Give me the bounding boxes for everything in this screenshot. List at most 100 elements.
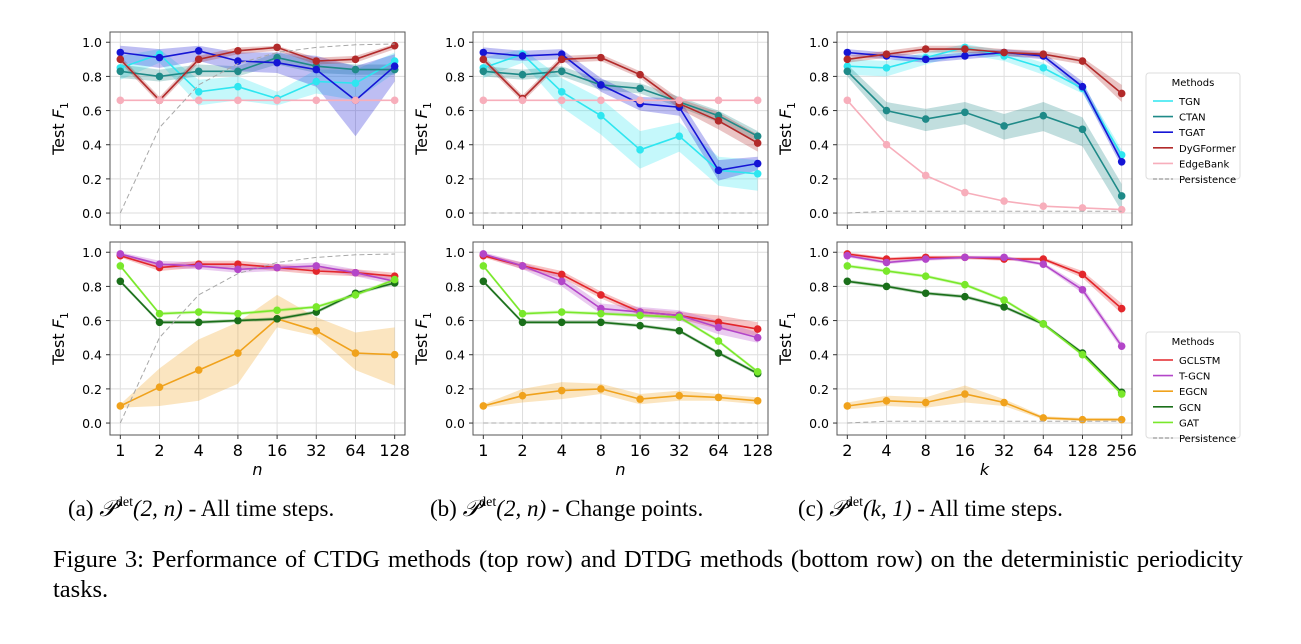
- data-point-gcn: [518, 318, 527, 327]
- band-tgat: [483, 47, 758, 181]
- data-point-t-gcn: [312, 262, 321, 270]
- figure-panels: 0.0 0.2 0.4 0.6 0.8 1.0 Test F1 0.0 0.2 0.4 0.6 0.8…: [49, 31, 1241, 479]
- data-point-gcn: [557, 318, 566, 327]
- y-tick-label: 0.4: [809, 348, 829, 363]
- series-line-dygformer: [119, 44, 395, 102]
- x-tick-label: 2: [154, 441, 164, 460]
- series-line-gclstm: [847, 253, 1123, 310]
- legend-title: Methods: [1172, 78, 1215, 89]
- x-tick-label: 2: [517, 441, 527, 460]
- data-point-gat: [843, 262, 852, 270]
- data-point-gcn: [636, 321, 644, 330]
- data-point-egcn: [312, 327, 321, 335]
- data-point-dygformer: [116, 55, 125, 64]
- x-tick-label: 4: [194, 441, 204, 460]
- subcaption-c-label: (c): [798, 496, 824, 521]
- data-point-gcn: [116, 277, 125, 286]
- panel-a-top: 0.0 0.2 0.4 0.6 0.8 1.0 Test F1: [49, 31, 406, 229]
- data-point-gat: [675, 313, 684, 321]
- data-point-gat: [961, 280, 969, 289]
- data-point-ctan: [843, 67, 852, 76]
- figure-caption: Figure 3: Performance of CTDG methods (t…: [53, 546, 1243, 603]
- y-tick-label: 0.8: [82, 279, 102, 294]
- data-point-egcn: [234, 349, 242, 357]
- x-tick-label: 8: [596, 441, 606, 460]
- data-point-t-gcn: [234, 265, 242, 274]
- data-point-tgat: [518, 52, 527, 60]
- data-point-egcn: [518, 391, 527, 400]
- panel-c-bottom: 0.0 0.2 0.4 0.6 0.8 1.0 2 4 8 16 32 64 128 256 Test F1…: [776, 241, 1137, 479]
- data-point-egcn: [882, 397, 891, 405]
- data-point-tgn: [312, 77, 321, 86]
- panel-c-top: 0.0 0.2 0.4 0.6 0.8 1.0 Test F1: [776, 31, 1133, 229]
- data-point-dygformer: [753, 139, 762, 147]
- data-point-dygformer: [194, 55, 203, 64]
- data-point-ctan: [155, 72, 164, 81]
- data-point-gat: [273, 306, 281, 315]
- series-line-tgn: [847, 46, 1123, 156]
- series-line-ctan: [483, 70, 759, 137]
- data-point-ctan: [1078, 125, 1087, 134]
- y-tick-label: 0.6: [445, 104, 465, 119]
- legend-label: DyGFormer: [1179, 144, 1237, 155]
- y-tick-label: 0.0: [445, 416, 465, 431]
- subcaption-b-label: (b): [430, 496, 457, 521]
- subcaption-b-args: (2, n): [496, 496, 547, 521]
- x-tick-label: 4: [881, 441, 891, 460]
- data-point-t-gcn: [961, 253, 969, 262]
- data-point-tgn: [675, 132, 684, 140]
- data-point-edgebank: [479, 96, 488, 105]
- y-tick-label: 0.0: [82, 416, 102, 431]
- subcaption-a-suffix: - All time steps.: [182, 496, 335, 521]
- data-point-gcn: [921, 289, 930, 298]
- y-tick-label: 0.2: [82, 382, 102, 397]
- data-point-ctan: [1117, 192, 1126, 200]
- y-tick-label: 0.6: [809, 314, 829, 329]
- data-point-tgat: [312, 65, 321, 74]
- data-point-egcn: [921, 398, 930, 407]
- series-line-tgat: [483, 51, 758, 172]
- plot-frame: [472, 241, 769, 436]
- subcaption-c-symbol: 𝒫: [829, 496, 846, 522]
- data-point-tgat: [714, 166, 723, 175]
- data-point-egcn: [155, 383, 164, 391]
- data-point-gcn: [234, 316, 242, 325]
- data-point-ctan: [351, 65, 360, 74]
- data-point-ctan: [194, 67, 203, 76]
- y-tick-label: 0.8: [445, 69, 465, 84]
- y-axis-label: Test F1: [49, 312, 71, 366]
- band-gclstm: [120, 254, 395, 280]
- data-point-ctan: [1000, 122, 1008, 130]
- data-point-t-gcn: [518, 262, 527, 270]
- legend-label: EdgeBank: [1179, 159, 1229, 170]
- data-point-tgat: [194, 46, 203, 55]
- data-point-ctan: [1039, 111, 1048, 120]
- data-point-ctan: [753, 132, 762, 140]
- data-point-t-gcn: [351, 268, 360, 277]
- series-line-t-gcn: [847, 254, 1123, 347]
- data-point-egcn: [714, 393, 723, 402]
- legend-title: Methods: [1172, 337, 1215, 348]
- legend-top: Methods TGN CTAN TGAT DyGFormer EdgeBank Persi…: [1145, 72, 1241, 186]
- data-point-gat: [1117, 390, 1126, 398]
- data-point-egcn: [351, 349, 360, 357]
- data-point-tgat: [273, 58, 281, 67]
- x-tick-label: 128: [1067, 441, 1098, 460]
- x-tick-label: 16: [630, 441, 650, 460]
- data-point-ctan: [557, 67, 566, 76]
- data-point-tgn: [351, 79, 360, 88]
- series-line-gcn: [482, 280, 759, 375]
- y-tick-label: 0.2: [809, 382, 829, 397]
- series-line-dygformer: [482, 56, 759, 144]
- legend-label: TGN: [1178, 97, 1200, 108]
- x-tick-label: 64: [708, 441, 728, 460]
- data-point-egcn: [843, 402, 852, 410]
- y-tick-label: 0.8: [445, 279, 465, 294]
- data-point-egcn: [675, 391, 684, 400]
- band-t-gcn: [483, 252, 758, 343]
- data-point-ctan: [636, 84, 644, 93]
- series-line-gat: [482, 265, 759, 373]
- subcaption-a-label: (a): [68, 496, 94, 521]
- data-point-t-gcn: [194, 262, 203, 270]
- legend-label: CTAN: [1179, 113, 1206, 124]
